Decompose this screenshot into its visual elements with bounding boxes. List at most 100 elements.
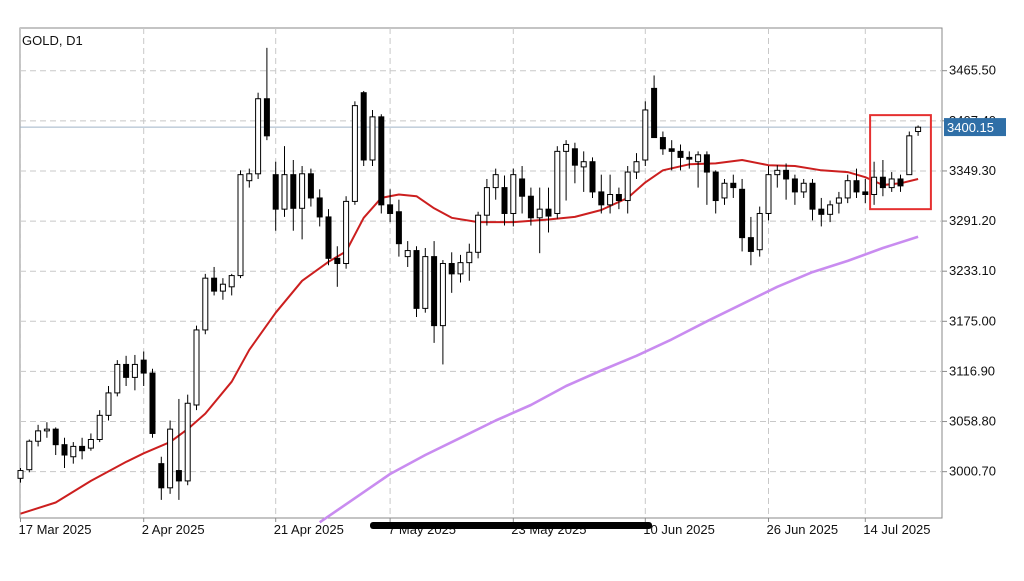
candle-body-up: [351, 105, 358, 202]
candle: [422, 247, 429, 313]
plot-frame: [19, 27, 943, 519]
candle-body-up: [43, 428, 50, 432]
candle-body-down: [316, 197, 323, 218]
candle: [862, 178, 869, 204]
candle: [123, 355, 130, 387]
candle-body-up: [114, 363, 121, 394]
candle: [79, 437, 86, 460]
candle-body-up: [800, 182, 807, 193]
candle-body-down: [615, 193, 622, 202]
candle: [17, 467, 24, 483]
candle: [290, 159, 297, 231]
candle-body-up: [35, 430, 42, 442]
candle-body-up: [439, 263, 446, 327]
candle-body-up: [510, 174, 517, 214]
candle: [800, 178, 807, 198]
candle: [721, 178, 728, 205]
candle-body-down: [677, 150, 684, 158]
candle-body-up: [774, 169, 781, 176]
candle-body-up: [554, 150, 561, 214]
candle: [413, 246, 420, 317]
candle: [888, 172, 895, 192]
candle: [105, 386, 112, 421]
candle-body-down: [589, 161, 596, 193]
candle-body-down: [52, 428, 59, 446]
candle-body-down: [263, 98, 270, 137]
candle-body-up: [17, 470, 24, 479]
candle-body-up: [369, 116, 376, 161]
candle-body-down: [211, 277, 218, 292]
candle-body-up: [915, 126, 922, 133]
candle: [686, 151, 693, 169]
candles: [17, 47, 922, 500]
candle: [87, 433, 94, 451]
candle-body-up: [202, 277, 209, 331]
candle-body-up: [844, 180, 851, 199]
candle-body-down: [448, 263, 455, 275]
candle-body-up: [255, 98, 262, 175]
candle: [607, 174, 614, 214]
candle-body-up: [563, 143, 570, 152]
candle-body-down: [712, 171, 719, 202]
candle-body-down: [61, 444, 68, 456]
candle: [598, 174, 605, 214]
annotation-box: [869, 114, 932, 211]
candle-body-up: [607, 193, 614, 206]
candle: [747, 216, 754, 266]
candle: [439, 260, 446, 365]
candle-body-up: [193, 329, 200, 406]
candle: [61, 437, 68, 468]
candle: [114, 360, 121, 397]
candle: [369, 109, 376, 167]
candle: [228, 273, 235, 296]
candle-body-down: [325, 216, 332, 259]
candle-body-up: [721, 182, 728, 199]
x-tick-label: 26 Jun 2025: [767, 522, 839, 537]
candle-body-up: [536, 208, 543, 219]
x-tick-label: 2 Apr 2025: [142, 522, 205, 537]
candle-body-up: [299, 173, 306, 209]
candle-body-down: [659, 137, 666, 150]
candle: [387, 189, 394, 223]
candle: [307, 168, 314, 207]
candle-body-up: [422, 256, 429, 309]
chart-title: GOLD, D1: [22, 33, 83, 48]
candle-body-down: [862, 191, 869, 195]
candle: [809, 178, 816, 221]
candle: [615, 187, 622, 210]
candle-body-up: [871, 176, 878, 195]
candle-body-down: [783, 169, 790, 180]
candle-body-up: [281, 174, 288, 210]
grid: [20, 28, 942, 518]
candle: [519, 166, 526, 214]
candle: [140, 351, 147, 387]
candle: [448, 252, 455, 293]
x-tick-label: 17 Mar 2025: [19, 522, 92, 537]
candle: [211, 266, 218, 296]
candle-body-up: [756, 212, 763, 251]
candle-body-down: [149, 372, 156, 434]
candle-body-down: [307, 173, 314, 199]
candle: [492, 168, 499, 200]
candle-body-up: [237, 174, 244, 277]
current-price-tag-label: 3400.15: [947, 120, 994, 135]
candle: [281, 146, 288, 217]
candle: [219, 278, 226, 300]
candle: [404, 241, 411, 267]
candle: [580, 151, 587, 192]
candle-body-down: [791, 178, 798, 193]
candle-body-down: [334, 257, 341, 265]
candle: [70, 442, 77, 464]
candle: [791, 174, 798, 205]
candle: [651, 75, 658, 139]
candle: [563, 140, 570, 201]
candle: [510, 168, 517, 227]
candle: [175, 398, 182, 500]
ma-slow-line: [318, 235, 919, 524]
candle-body-down: [360, 92, 367, 161]
candle-body-down: [378, 116, 385, 206]
candle: [642, 101, 649, 167]
candle-body-up: [642, 109, 649, 161]
candle: [554, 146, 561, 219]
